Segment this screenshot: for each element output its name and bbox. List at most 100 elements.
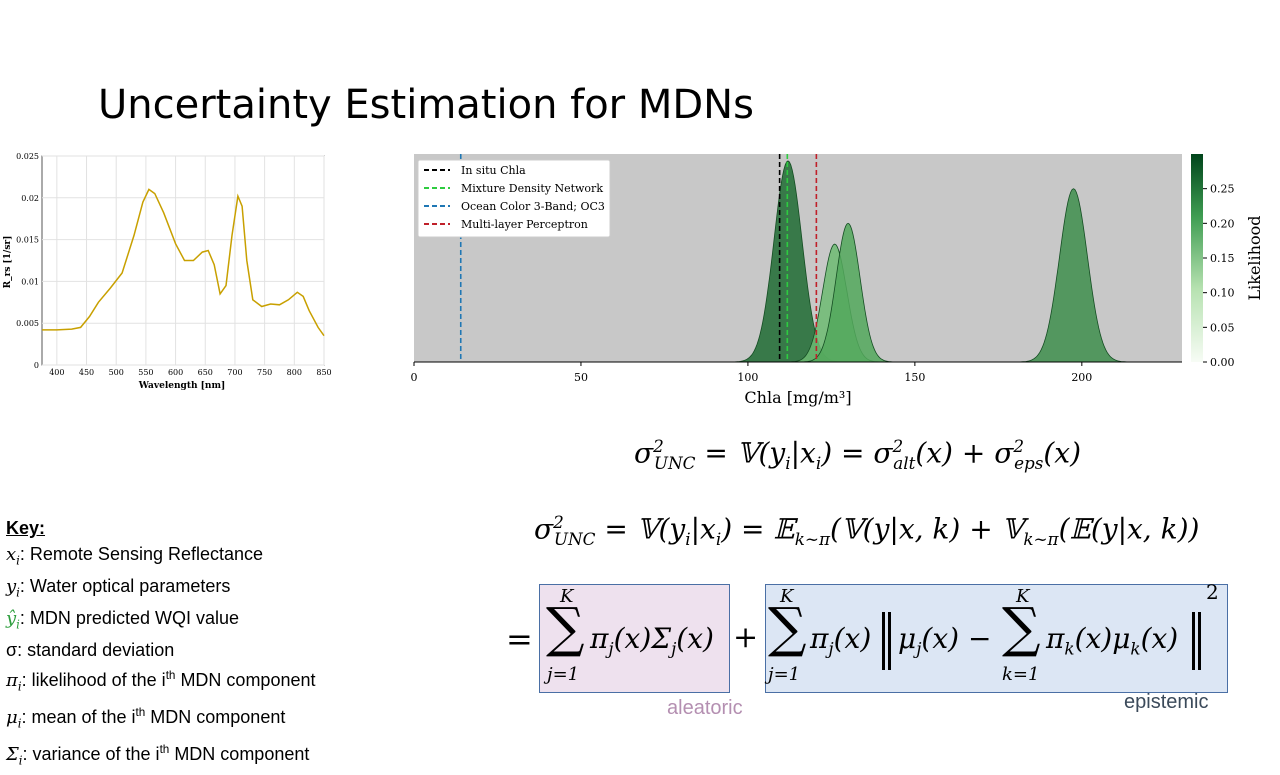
eq1-sigma-eps: σ <box>994 436 1014 470</box>
sum2-sigma: ∑ <box>768 596 807 659</box>
epistemic-mu-term: μj(x) − <box>898 622 991 659</box>
eq2-sub-i: i <box>685 528 691 549</box>
sum3-upper: K <box>1016 586 1030 607</box>
sum1-lower: j=1 <box>547 664 580 685</box>
epistemic-term-box <box>765 584 1228 693</box>
eq1-sub-alt: alt <box>893 452 916 473</box>
eq1-sub-i: i <box>785 452 791 473</box>
epi-sub-k: k <box>1064 638 1075 659</box>
density-chart: 0 50 100 150 200 Chla [mg/m³] In situ Chla Mi… <box>411 154 1264 407</box>
epi-pk: π <box>1046 622 1065 655</box>
spectrum-grid <box>42 155 325 366</box>
epi-end: (x) <box>1140 622 1179 655</box>
key-item: Σi: variance of the ith MDN component <box>6 743 310 769</box>
eq1-arg-alt: (x) <box>915 436 953 470</box>
key-item: σ: standard deviation <box>6 639 175 660</box>
density-x-tick: 100 <box>737 371 758 384</box>
eq2-sigma: σ <box>534 512 554 546</box>
eq1-variance: = 𝕍(y <box>704 436 786 470</box>
epi-mu-sub-j: j <box>916 638 922 659</box>
colorbar-tick: 0.25 <box>1210 183 1235 196</box>
eq2-inner1: (𝕍(y|x, k) + 𝕍 <box>830 512 1024 546</box>
eq3-equals: = <box>506 620 533 658</box>
legend-label: Mixture Density Network <box>461 182 603 195</box>
key-item: yi: Water optical parameters <box>6 575 231 600</box>
spectrum-chart: 400 450 500 550 600 650 700 750 800 850 0 0.005 0.01… <box>3 152 332 391</box>
alea-sub-j: j <box>608 638 614 659</box>
eq1-sub-eps: eps <box>1014 452 1044 473</box>
eq2-ksub2: k∼π <box>1023 528 1059 549</box>
density-legend-items: In situ Chla Mixture Density Network Ocean… <box>424 164 605 231</box>
key-item: xi: Remote Sensing Reflectance <box>6 543 264 568</box>
eq2-sub-unc: UNC <box>553 528 596 549</box>
spectrum-y-tick: 0.005 <box>16 319 39 328</box>
sum1-sigma: ∑ <box>546 596 585 659</box>
density-ticks: 0 50 100 150 200 <box>411 362 1092 384</box>
density-x-tick: 150 <box>904 371 925 384</box>
eq2-sub-i2: i <box>715 528 722 549</box>
colorbar-tick: 0.00 <box>1210 356 1235 369</box>
epi-xmu: (x)μ <box>1074 622 1131 655</box>
eq1-sup: 2 <box>653 436 664 456</box>
alea-rest: (x)Σ <box>613 622 672 655</box>
eq3-plus: + <box>733 620 759 655</box>
slide-title: Uncertainty Estimation for MDNs <box>98 82 754 128</box>
spectrum-y-tick: 0.01 <box>21 277 39 286</box>
epi-mu: μ <box>898 622 917 655</box>
epistemic-label: epistemic <box>1124 691 1209 713</box>
eq1-sup-alt: 2 <box>892 436 904 456</box>
spectrum-y-tick: 0.015 <box>16 236 39 245</box>
eq2-expectation: = 𝔼 <box>741 512 795 546</box>
epi-pi: π <box>810 622 829 655</box>
alea-end: (x) <box>676 622 714 655</box>
eq1-sup-eps: 2 <box>1013 436 1025 456</box>
eq2-given: |x <box>690 512 716 546</box>
spectrum-x-tick: 550 <box>138 368 153 377</box>
eq1-close: ) = <box>821 436 865 470</box>
spectrum-x-tick: 850 <box>316 368 331 377</box>
eq1-given: |x <box>790 436 816 470</box>
spectrum-ticks: 400 450 500 550 600 650 700 750 800 850 0 0.005 0.01… <box>16 152 332 377</box>
norm-left-bars <box>882 612 885 670</box>
sum1-upper: K <box>560 586 574 607</box>
equation-uncertainty-decomposition: σ2UNC = 𝕍(yi|xi) = σ2alt(x) + σ2eps(x) <box>634 436 1081 473</box>
spectrum-y-tick: 0 <box>34 361 39 370</box>
eq1-plus: + <box>961 436 986 470</box>
spectrum-y-tick: 0.02 <box>21 194 39 203</box>
sum3-sigma: ∑ <box>1002 596 1041 659</box>
eq2-inner2: (𝔼(y|x, k)) <box>1058 512 1200 546</box>
sum3-lower: k=1 <box>1002 664 1040 685</box>
eq2-ksub1: k∼π <box>794 528 831 549</box>
aleatoric-term-box <box>539 584 730 693</box>
eq2-variance: = 𝕍(y <box>604 512 686 546</box>
spectrum-x-tick: 700 <box>227 368 242 377</box>
spectrum-x-tick: 750 <box>257 368 272 377</box>
sum2-lower: j=1 <box>768 664 801 685</box>
density-xlabel: Chla [mg/m³] <box>744 388 851 407</box>
epi-sub-k2: k <box>1130 638 1141 659</box>
spectrum-ylabel: R_rs [1/sr] <box>3 236 13 289</box>
epistemic-pi-term: πj(x) <box>810 622 871 659</box>
spectrum-x-tick: 600 <box>168 368 183 377</box>
key-item: πi: likelihood of the ith MDN component <box>6 669 316 694</box>
colorbar-tick: 0.10 <box>1210 287 1235 300</box>
legend-label: Ocean Color 3-Band; OC3 <box>461 200 605 213</box>
aleatoric-term: πj(x)Σj(x) <box>590 622 714 659</box>
key-item: μi: mean of the ith MDN component <box>6 706 286 731</box>
aleatoric-label: aleatoric <box>667 697 743 719</box>
spectrum-y-tick: 0.025 <box>16 152 39 161</box>
epi-sub-j: j <box>828 638 834 659</box>
spectrum-line <box>42 188 325 337</box>
colorbar-tick: 0.20 <box>1210 217 1235 230</box>
colorbar-tick: 0.15 <box>1210 252 1235 265</box>
density-x-tick: 200 <box>1071 371 1092 384</box>
spectrum-x-tick: 500 <box>109 368 124 377</box>
spectrum-x-tick: 400 <box>49 368 64 377</box>
eq1-sigma: σ <box>634 436 654 470</box>
norm-right-bars <box>1192 612 1195 670</box>
eq1-arg-eps: (x) <box>1043 436 1082 470</box>
colorbar-ticks: 0.00 0.05 0.10 0.15 0.20 0.25 <box>1203 183 1235 369</box>
eq1-sub-unc: UNC <box>653 452 696 473</box>
spectrum-plot-area <box>41 155 325 366</box>
equation-law-of-total-variance: σ2UNC = 𝕍(yi|xi) = 𝔼k∼π(𝕍(y|x, k) + 𝕍k∼π… <box>534 512 1200 549</box>
